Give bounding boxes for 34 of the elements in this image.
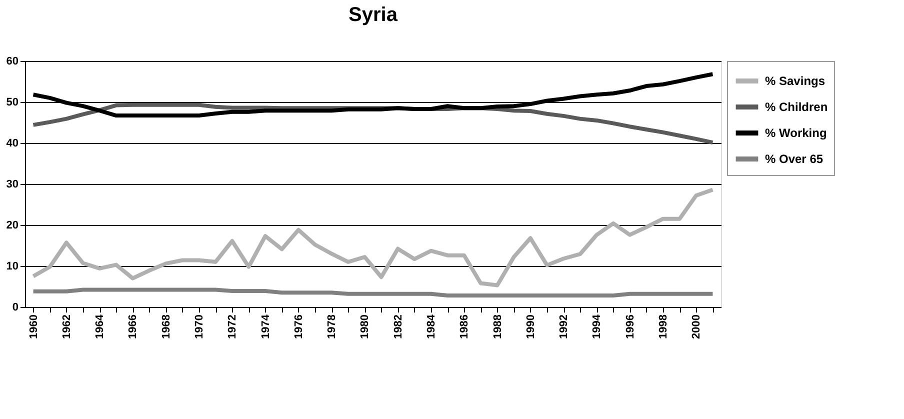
- y-tick-label: 60: [6, 56, 18, 68]
- y-tick-label: 0: [12, 302, 18, 314]
- x-tick-label: 1986: [458, 314, 471, 339]
- x-tick-label: 1960: [28, 314, 40, 339]
- x-tick-label: 1980: [359, 314, 372, 339]
- y-tick-label: 50: [6, 96, 18, 108]
- x-tick-label: 1966: [127, 314, 140, 339]
- x-tick-label: 1996: [624, 314, 636, 339]
- x-tick-label: 1988: [492, 314, 504, 339]
- x-tick-label: 1982: [392, 314, 404, 339]
- x-tick-label: 1992: [558, 314, 570, 339]
- x-tick-label: 1994: [591, 314, 604, 339]
- x-tick-label: 1968: [160, 314, 172, 339]
- legend-label: % Children: [765, 100, 828, 114]
- x-tick-label: 1962: [60, 314, 73, 339]
- x-tick-label: 1976: [292, 314, 305, 339]
- line-series: [31, 188, 715, 288]
- y-tick-label: 20: [6, 220, 18, 232]
- y-tick-label: 30: [6, 178, 18, 190]
- legend-label: % Working: [765, 126, 827, 140]
- x-tick-label: 1990: [524, 314, 537, 339]
- y-tick-label: 40: [6, 138, 18, 150]
- x-tick-label: 1970: [194, 314, 206, 339]
- x-tick-label: 2000: [690, 314, 703, 339]
- chart-title: Syria: [348, 4, 398, 26]
- legend-label: % Over 65: [765, 152, 824, 166]
- y-tick-label: 10: [6, 260, 18, 272]
- x-tick-label: 1964: [94, 314, 106, 339]
- x-tick-label: 1998: [658, 314, 670, 339]
- x-tick-label: 1974: [260, 314, 272, 339]
- x-tick-label: 1978: [326, 314, 338, 339]
- x-tick-label: 1984: [426, 314, 438, 339]
- legend-label: % Savings: [765, 74, 826, 88]
- x-tick-label: 1972: [226, 314, 239, 339]
